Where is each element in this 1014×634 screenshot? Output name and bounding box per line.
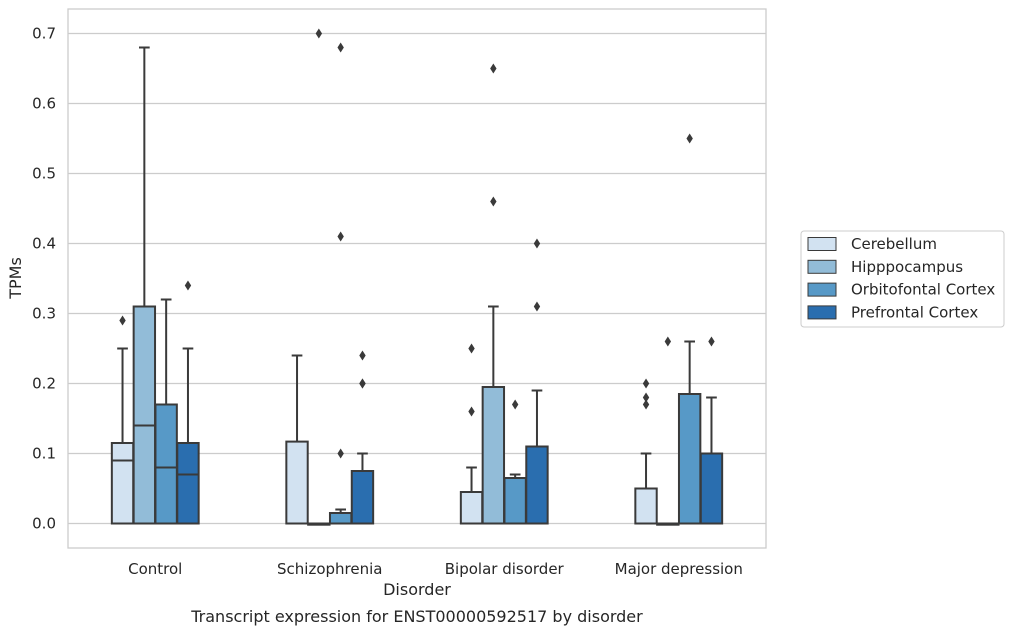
box-prefrontal-cortex bbox=[699, 336, 724, 525]
legend-swatch bbox=[807, 282, 837, 297]
legend-label: Hipppocampus bbox=[851, 258, 963, 276]
x-axis-ticks: Control Schizophrenia Bipolar disorder Majo… bbox=[128, 560, 743, 578]
x-tick-label: Bipolar disorder bbox=[445, 560, 565, 578]
legend-label: Prefrontal Cortex bbox=[851, 303, 978, 321]
outlier-point bbox=[359, 378, 366, 389]
outlier-point bbox=[664, 336, 672, 347]
outlier-point bbox=[533, 301, 541, 312]
box-group bbox=[110, 28, 724, 526]
box-prefrontal-cortex bbox=[525, 238, 549, 525]
y-tick-label: 0.5 bbox=[32, 165, 56, 183]
legend-label: Cerebellum bbox=[851, 235, 937, 253]
box-cerebellum bbox=[110, 315, 135, 525]
y-tick-label: 0.3 bbox=[32, 305, 56, 323]
outlier-point bbox=[686, 133, 693, 144]
outlier-point bbox=[511, 399, 519, 410]
y-tick-label: 0.1 bbox=[32, 445, 56, 463]
box-cerebellum bbox=[459, 343, 484, 525]
box-body bbox=[677, 393, 702, 525]
box-body bbox=[634, 487, 658, 525]
box-prefrontal-cortex bbox=[350, 350, 375, 525]
outlier-point bbox=[490, 63, 497, 74]
y-tick-label: 0.6 bbox=[32, 95, 56, 113]
box-body bbox=[503, 477, 527, 525]
x-tick-label: Control bbox=[128, 560, 182, 578]
outlier-point bbox=[642, 399, 650, 410]
box-body bbox=[481, 386, 506, 525]
box-cerebellum bbox=[285, 354, 309, 525]
y-axis-ticks: 0.0 0.1 0.2 0.3 0.4 0.5 0.6 0.7 bbox=[32, 25, 56, 533]
outlier-point bbox=[642, 392, 650, 403]
outlier-point bbox=[337, 448, 344, 459]
y-tick-label: 0.2 bbox=[32, 375, 56, 393]
box-body bbox=[459, 491, 484, 525]
box-body bbox=[350, 470, 375, 525]
y-tick-label: 0.7 bbox=[32, 25, 56, 43]
box-body bbox=[699, 452, 724, 525]
outlier-point bbox=[359, 350, 366, 361]
outlier-point bbox=[708, 336, 715, 347]
outlier-point bbox=[337, 42, 344, 53]
outlier-point bbox=[337, 231, 344, 242]
outlier-point bbox=[490, 196, 497, 207]
box-prefrontal-cortex bbox=[176, 280, 200, 525]
y-tick-label: 0.4 bbox=[32, 235, 56, 253]
outlier-point bbox=[533, 238, 541, 249]
legend-swatch bbox=[807, 237, 837, 251]
legend-label: Orbitofontal Cortex bbox=[851, 281, 995, 299]
outlier-point bbox=[468, 343, 475, 354]
legend-frame bbox=[800, 230, 1005, 328]
y-axis-label: TPMs bbox=[6, 257, 25, 300]
outlier-point bbox=[468, 406, 475, 417]
y-tick-label: 0.0 bbox=[32, 515, 56, 533]
box-body bbox=[176, 442, 200, 525]
x-axis-label: Disorder bbox=[383, 580, 451, 599]
box-orbitofontal-cortex bbox=[154, 298, 178, 525]
box-body bbox=[525, 445, 549, 525]
outlier-point bbox=[642, 378, 650, 389]
box-orbitofontal-cortex bbox=[503, 399, 527, 525]
box-body bbox=[132, 305, 157, 525]
box-cerebellum bbox=[634, 378, 658, 525]
legend-swatch bbox=[807, 259, 837, 274]
x-tick-label: Schizophrenia bbox=[277, 560, 382, 578]
outlier-point bbox=[315, 28, 323, 39]
box-hipppocampus bbox=[656, 336, 680, 526]
box-hipppocampus bbox=[481, 63, 506, 525]
chart-caption: Transcript expression for ENST0000059251… bbox=[190, 607, 643, 626]
box-body bbox=[328, 512, 353, 525]
box-hipppocampus bbox=[132, 46, 157, 525]
legend-swatch bbox=[807, 305, 837, 320]
box-body bbox=[285, 440, 309, 525]
box-body bbox=[110, 442, 135, 525]
box-body bbox=[154, 403, 178, 525]
x-tick-label: Major depression bbox=[615, 560, 743, 578]
outlier-point bbox=[119, 315, 126, 326]
legend: Cerebellum Hipppocampus Orbitofontal Corte… bbox=[800, 230, 1005, 328]
outlier-point bbox=[184, 280, 192, 291]
